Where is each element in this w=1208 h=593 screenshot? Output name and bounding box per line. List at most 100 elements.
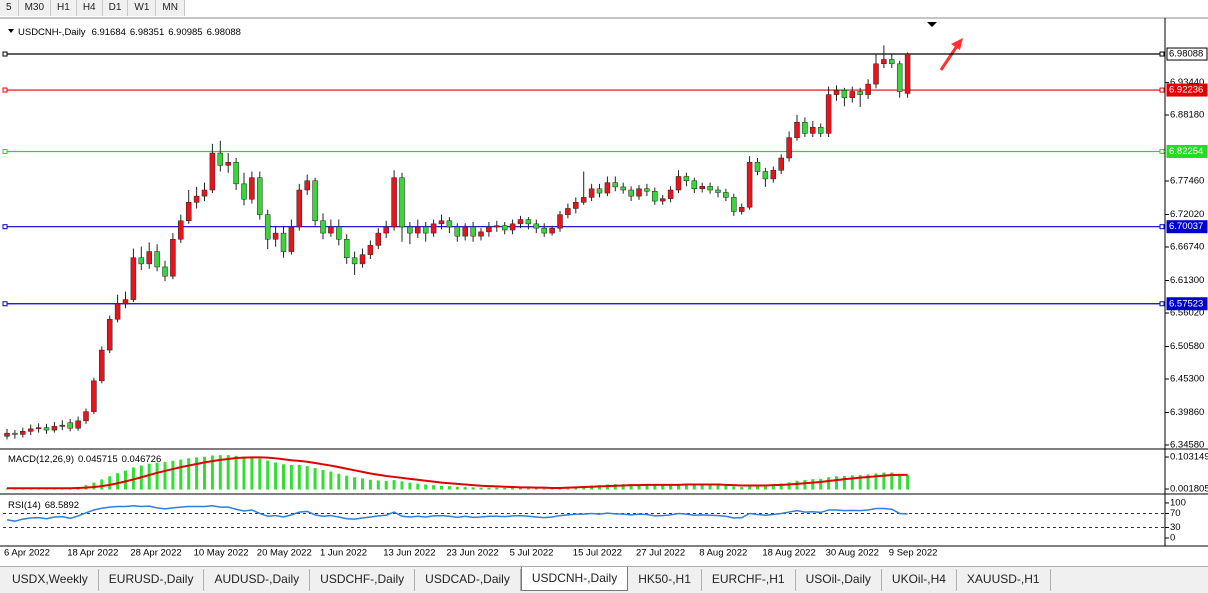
- macd-bar: [305, 466, 309, 490]
- candle-body: [328, 226, 334, 234]
- macd-bar: [850, 475, 854, 490]
- x-tick-label: 13 Jun 2022: [383, 548, 435, 559]
- macd-bar: [700, 484, 704, 490]
- x-tick-label: 27 Jul 2022: [636, 548, 685, 559]
- x-tick-label: 18 Aug 2022: [762, 548, 815, 559]
- candle-body: [438, 220, 445, 225]
- level-label: 6.82254: [1169, 146, 1203, 157]
- candle-body: [27, 428, 34, 432]
- x-tick-label: 10 May 2022: [194, 548, 249, 559]
- level-label-box: [1166, 47, 1208, 61]
- macd-bar: [210, 455, 214, 490]
- symbol-tab[interactable]: UKOil-,H4: [882, 569, 957, 591]
- candle-body: [375, 232, 382, 246]
- candle-body: [249, 177, 255, 200]
- candle-body: [162, 266, 168, 277]
- symbol-tab[interactable]: AUDUSD-,Daily: [204, 569, 311, 591]
- timeframe-button[interactable]: M30: [19, 0, 52, 16]
- macd-bar: [708, 484, 712, 490]
- symbol-tab[interactable]: XAUUSD-,H1: [957, 569, 1051, 591]
- y-tick-label: 6.66740: [1170, 242, 1204, 253]
- macd-bar: [803, 480, 807, 490]
- macd-bar: [321, 469, 325, 490]
- y-tick-label: 6.77460: [1170, 176, 1204, 187]
- timeframe-button[interactable]: H4: [77, 0, 103, 16]
- macd-bar: [368, 479, 372, 490]
- candle-body: [217, 152, 224, 166]
- candle-body: [707, 186, 713, 191]
- macd-bar: [716, 484, 720, 490]
- symbol-tab[interactable]: EURCHF-,H1: [702, 569, 796, 591]
- y-tick-label: 0.001805: [1170, 484, 1208, 495]
- timeframe-button[interactable]: MN: [156, 0, 185, 16]
- timeframe-button[interactable]: W1: [128, 0, 157, 16]
- symbol-tab[interactable]: USDCHF-,Daily: [310, 569, 416, 591]
- macd-bar: [313, 468, 317, 490]
- candle-body: [75, 420, 81, 429]
- macd-title: MACD(12,26,9): [8, 454, 74, 465]
- macd-bar: [345, 475, 349, 490]
- macd-bar: [361, 478, 364, 490]
- candle-body: [659, 198, 666, 202]
- candle-body: [573, 202, 579, 209]
- candle-body: [99, 349, 105, 382]
- macd-bar: [542, 488, 546, 490]
- timeframe-button[interactable]: H1: [51, 0, 77, 16]
- macd-bar: [519, 487, 522, 490]
- macd-bar: [724, 485, 728, 490]
- title-marker: [8, 29, 14, 33]
- candle-body: [794, 122, 800, 138]
- candle-body: [557, 214, 563, 229]
- symbol-tab[interactable]: EURUSD-,Daily: [99, 569, 205, 591]
- symbol-tab[interactable]: USDCNH-,Daily: [520, 567, 629, 591]
- candle-body: [67, 422, 73, 429]
- candle-body: [762, 171, 769, 180]
- x-tick-label: 9 Sep 2022: [889, 548, 938, 559]
- candle-body: [91, 380, 97, 412]
- timeframe-button[interactable]: 5: [0, 0, 19, 16]
- macd-bar: [242, 456, 246, 490]
- candle-body: [336, 226, 342, 240]
- candle-body: [628, 189, 634, 197]
- candle-body: [241, 183, 247, 200]
- macd-bar: [811, 479, 815, 490]
- candle-body: [201, 189, 208, 197]
- symbol-tab[interactable]: USOil-,Daily: [796, 569, 882, 591]
- macd-bar: [779, 483, 783, 490]
- candle-body: [446, 220, 453, 228]
- timeframe-button[interactable]: D1: [103, 0, 129, 16]
- macd-bar: [487, 487, 491, 490]
- x-tick-label: 6 Apr 2022: [4, 548, 50, 559]
- candle-body: [857, 91, 863, 95]
- macd-bar: [882, 472, 886, 490]
- candle-body: [272, 232, 279, 240]
- x-tick-label: 15 Jul 2022: [573, 548, 622, 559]
- macd-bar: [282, 464, 285, 490]
- macd-bar: [226, 455, 230, 490]
- macd-bar: [155, 462, 159, 490]
- symbol-tab[interactable]: USDX,Weekly: [2, 569, 99, 591]
- candle-body: [359, 254, 366, 265]
- y-tick-label: 6.39860: [1170, 407, 1204, 418]
- candle-body: [683, 176, 690, 182]
- candle-body: [43, 427, 50, 431]
- open-value: 6.91684: [92, 27, 126, 38]
- trend-arrow: [939, 38, 963, 71]
- symbol-tab[interactable]: HK50-,H1: [628, 569, 702, 591]
- candle-body: [699, 186, 705, 190]
- symbol-tab[interactable]: USDCAD-,Daily: [415, 569, 521, 591]
- macd-bar: [787, 482, 791, 490]
- macd-bar: [337, 473, 341, 490]
- candle-body: [644, 188, 650, 192]
- macd-bar: [171, 460, 175, 490]
- candle-body: [833, 90, 840, 95]
- candle-body: [636, 188, 642, 197]
- level-handle: [2, 148, 8, 154]
- candle-body: [233, 162, 239, 185]
- candle-body: [588, 188, 595, 198]
- level-handle: [2, 51, 8, 57]
- candle-body: [817, 126, 824, 134]
- macd-bar: [890, 472, 894, 490]
- x-tick-label: 20 May 2022: [257, 548, 312, 559]
- macd-bar: [732, 486, 736, 490]
